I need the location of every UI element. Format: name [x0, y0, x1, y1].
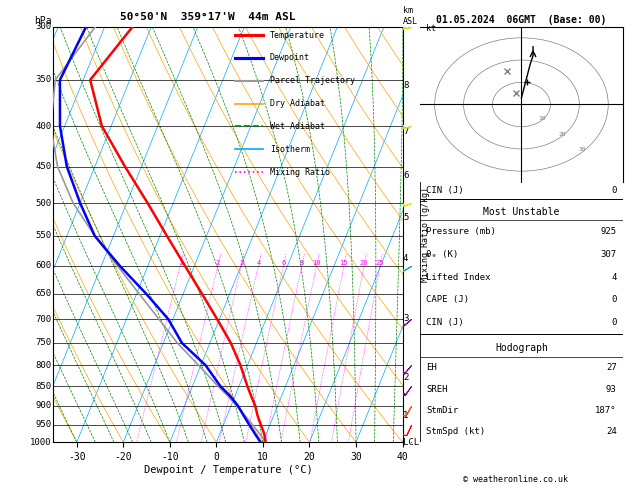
Text: CAPE (J): CAPE (J) [426, 295, 469, 304]
Text: 600: 600 [36, 261, 52, 270]
Text: 2: 2 [216, 260, 220, 266]
Text: Temp (°C): Temp (°C) [426, 101, 475, 109]
Text: 10: 10 [538, 116, 545, 121]
Text: 4: 4 [256, 260, 260, 266]
Text: Hodograph: Hodograph [495, 343, 548, 352]
Text: 16: 16 [606, 32, 616, 41]
Text: 0: 0 [611, 318, 616, 327]
Text: 30: 30 [579, 147, 586, 152]
Text: PW (cm): PW (cm) [426, 64, 464, 73]
Text: Dewp (°C): Dewp (°C) [426, 118, 475, 127]
Text: 10.6: 10.6 [595, 101, 616, 109]
Text: Mixing Ratio: Mixing Ratio [270, 168, 330, 177]
Text: 47: 47 [606, 48, 616, 57]
Text: 187°: 187° [595, 406, 616, 415]
Text: 750: 750 [36, 338, 52, 347]
Text: 2: 2 [403, 373, 408, 382]
Text: 15: 15 [340, 260, 348, 266]
Text: EH: EH [426, 363, 437, 372]
Text: CIN (J): CIN (J) [426, 186, 464, 195]
Text: K: K [426, 32, 431, 41]
Text: 20: 20 [360, 260, 368, 266]
Text: 6: 6 [281, 260, 286, 266]
Text: Lifted Index: Lifted Index [426, 152, 491, 161]
Text: 700: 700 [36, 314, 52, 324]
Text: 0: 0 [611, 169, 616, 178]
Text: 0: 0 [611, 295, 616, 304]
Text: 1.76: 1.76 [595, 64, 616, 73]
Text: Lifted Index: Lifted Index [426, 273, 491, 281]
Text: Most Unstable: Most Unstable [483, 208, 560, 218]
Text: © weatheronline.co.uk: © weatheronline.co.uk [464, 474, 568, 484]
Text: 4: 4 [403, 254, 408, 263]
Text: Dewpoint: Dewpoint [270, 53, 310, 62]
Text: 10: 10 [312, 260, 321, 266]
Text: SREH: SREH [426, 384, 448, 394]
X-axis label: Dewpoint / Temperature (°C): Dewpoint / Temperature (°C) [143, 465, 313, 475]
Text: 304: 304 [601, 135, 616, 144]
Text: km
ASL: km ASL [403, 6, 418, 26]
Text: 3: 3 [239, 260, 243, 266]
Text: 850: 850 [36, 382, 52, 391]
Text: 900: 900 [36, 401, 52, 410]
Text: 5: 5 [403, 213, 408, 223]
Text: CAPE (J): CAPE (J) [426, 169, 469, 178]
Text: Mixing Ratio (g/kg): Mixing Ratio (g/kg) [421, 187, 430, 282]
Text: 450: 450 [36, 162, 52, 171]
Text: 7: 7 [403, 127, 408, 136]
Text: Surface: Surface [501, 85, 542, 95]
Text: θₑ (K): θₑ (K) [426, 250, 459, 259]
Text: StmDir: StmDir [426, 406, 459, 415]
Text: 50°50'N  359°17'W  44m ASL: 50°50'N 359°17'W 44m ASL [120, 12, 296, 22]
Text: 25: 25 [376, 260, 384, 266]
Text: 3: 3 [403, 313, 408, 323]
Text: 925: 925 [601, 227, 616, 236]
Text: 950: 950 [36, 420, 52, 429]
Text: 5: 5 [611, 152, 616, 161]
Text: 8: 8 [299, 260, 304, 266]
Text: 1: 1 [178, 260, 182, 266]
Text: hPa: hPa [34, 16, 52, 26]
Text: CIN (J): CIN (J) [426, 318, 464, 327]
Text: Wet Adiabat: Wet Adiabat [270, 122, 325, 131]
Text: 20: 20 [558, 132, 565, 137]
Text: θₑ(K): θₑ(K) [426, 135, 453, 144]
Text: 300: 300 [36, 22, 52, 31]
Text: 307: 307 [601, 250, 616, 259]
Text: 8: 8 [403, 81, 408, 90]
Text: Totals Totals: Totals Totals [426, 48, 496, 57]
Text: StmSpd (kt): StmSpd (kt) [426, 427, 486, 436]
Text: Parcel Trajectory: Parcel Trajectory [270, 76, 355, 85]
Text: 500: 500 [36, 199, 52, 208]
Text: kt: kt [426, 24, 436, 33]
Text: 350: 350 [36, 75, 52, 85]
Text: 6: 6 [403, 171, 408, 180]
Text: 1: 1 [403, 411, 408, 420]
Text: 01.05.2024  06GMT  (Base: 00): 01.05.2024 06GMT (Base: 00) [437, 15, 606, 25]
Text: 400: 400 [36, 122, 52, 131]
Text: Pressure (mb): Pressure (mb) [426, 227, 496, 236]
Text: 27: 27 [606, 363, 616, 372]
Text: 4: 4 [611, 273, 616, 281]
Text: 24: 24 [606, 427, 616, 436]
Text: Dry Adiabat: Dry Adiabat [270, 99, 325, 108]
Text: Isotherm: Isotherm [270, 145, 310, 154]
Text: LCL: LCL [403, 438, 419, 447]
Text: 0: 0 [611, 186, 616, 195]
Text: 650: 650 [36, 289, 52, 298]
Text: Temperature: Temperature [270, 31, 325, 39]
Text: 800: 800 [36, 361, 52, 370]
Text: 93: 93 [606, 384, 616, 394]
Text: 9.5: 9.5 [601, 118, 616, 127]
Text: 550: 550 [36, 231, 52, 241]
Text: 1000: 1000 [30, 438, 52, 447]
